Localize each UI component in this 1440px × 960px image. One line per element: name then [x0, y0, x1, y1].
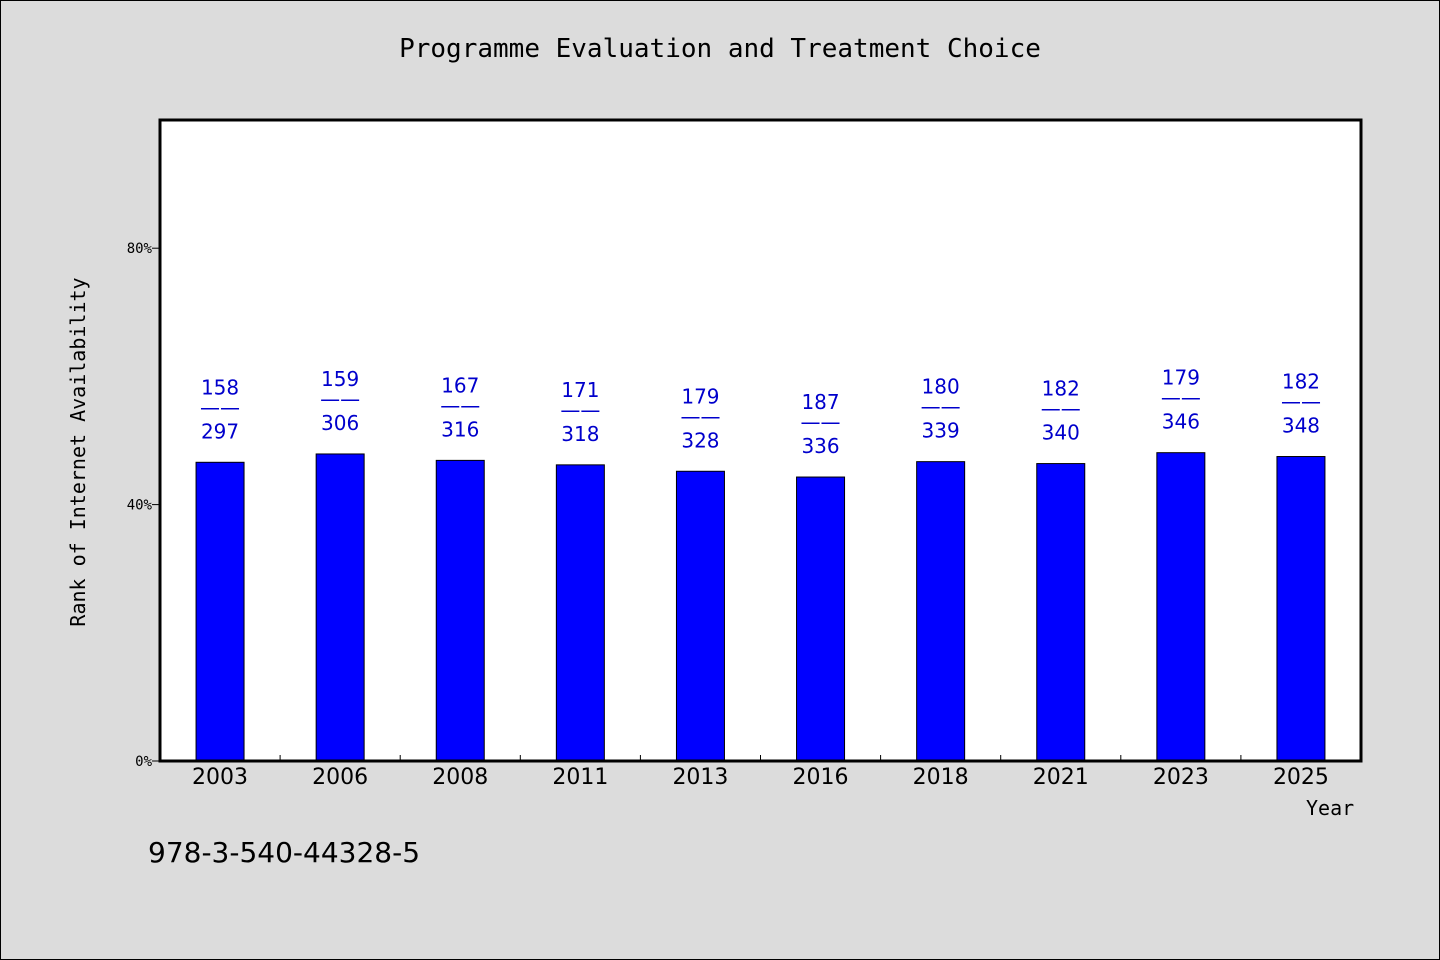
x-tick-label-2003: 2003 [192, 765, 248, 790]
x-tick-label-2008: 2008 [432, 765, 488, 790]
data-label-separator-2021: —— [1041, 397, 1081, 421]
data-label-top-2013: 179 [681, 384, 719, 408]
data-label-separator-2008: —— [440, 393, 480, 417]
chart-title: Programme Evaluation and Treatment Choic… [399, 34, 1041, 64]
data-label-bottom-2006: 306 [321, 411, 359, 435]
data-label-separator-2003: —— [200, 395, 240, 419]
x-tick-label-2025: 2025 [1273, 765, 1329, 790]
data-label-top-2025: 182 [1282, 370, 1320, 394]
x-tick-label-2013: 2013 [672, 765, 728, 790]
bar-2011 [555, 464, 605, 762]
data-label-bottom-2025: 348 [1282, 414, 1320, 438]
bar-2016 [796, 476, 846, 762]
data-label-bottom-2011: 318 [561, 422, 599, 446]
x-tick-label-2011: 2011 [552, 765, 608, 790]
bar-2013 [675, 470, 725, 762]
bar-2006 [315, 453, 365, 762]
data-label-separator-2018: —— [921, 395, 961, 419]
bar-2018 [916, 461, 966, 762]
data-label-top-2006: 159 [321, 367, 359, 391]
data-label-separator-2016: —— [801, 410, 841, 434]
data-label-separator-2006: —— [320, 387, 360, 411]
data-label-top-2021: 182 [1042, 377, 1080, 401]
bar-2025 [1276, 456, 1326, 762]
y-tick-label-0%: 0% [135, 754, 152, 770]
data-label-top-2016: 187 [801, 390, 839, 414]
data-label-top-2023: 179 [1162, 366, 1200, 390]
bar-2021 [1036, 463, 1086, 762]
data-label-bottom-2013: 328 [681, 428, 719, 452]
x-axis-label: Year [1306, 796, 1355, 820]
bar-2023 [1156, 452, 1206, 762]
x-tick-label-2016: 2016 [793, 765, 849, 790]
data-label-top-2003: 158 [201, 375, 239, 399]
isbn-footnote: 978-3-540-44328-5 [148, 836, 421, 869]
data-label-top-2011: 171 [561, 378, 599, 402]
data-label-bottom-2018: 339 [922, 419, 960, 443]
data-label-separator-2025: —— [1281, 390, 1321, 414]
y-tick-label-40%: 40% [127, 498, 153, 514]
data-label-bottom-2021: 340 [1042, 421, 1080, 445]
data-label-top-2008: 167 [441, 373, 479, 397]
bar-2003 [195, 461, 245, 762]
data-label-separator-2023: —— [1161, 386, 1201, 410]
bar-2008 [435, 459, 485, 762]
data-label-bottom-2008: 316 [441, 417, 479, 441]
x-tick-label-2018: 2018 [913, 765, 969, 790]
x-tick-label-2006: 2006 [312, 765, 368, 790]
data-label-separator-2011: —— [560, 398, 600, 422]
data-label-bottom-2023: 346 [1162, 410, 1200, 434]
data-label-bottom-2016: 336 [801, 434, 839, 458]
x-tick-label-2023: 2023 [1153, 765, 1209, 790]
data-label-bottom-2003: 297 [201, 419, 239, 443]
data-label-top-2018: 180 [922, 375, 960, 399]
y-tick-label-80%: 80% [127, 241, 153, 257]
data-label-separator-2013: —— [680, 404, 720, 428]
x-tick-label-2021: 2021 [1033, 765, 1089, 790]
plot-border [158, 118, 1363, 763]
